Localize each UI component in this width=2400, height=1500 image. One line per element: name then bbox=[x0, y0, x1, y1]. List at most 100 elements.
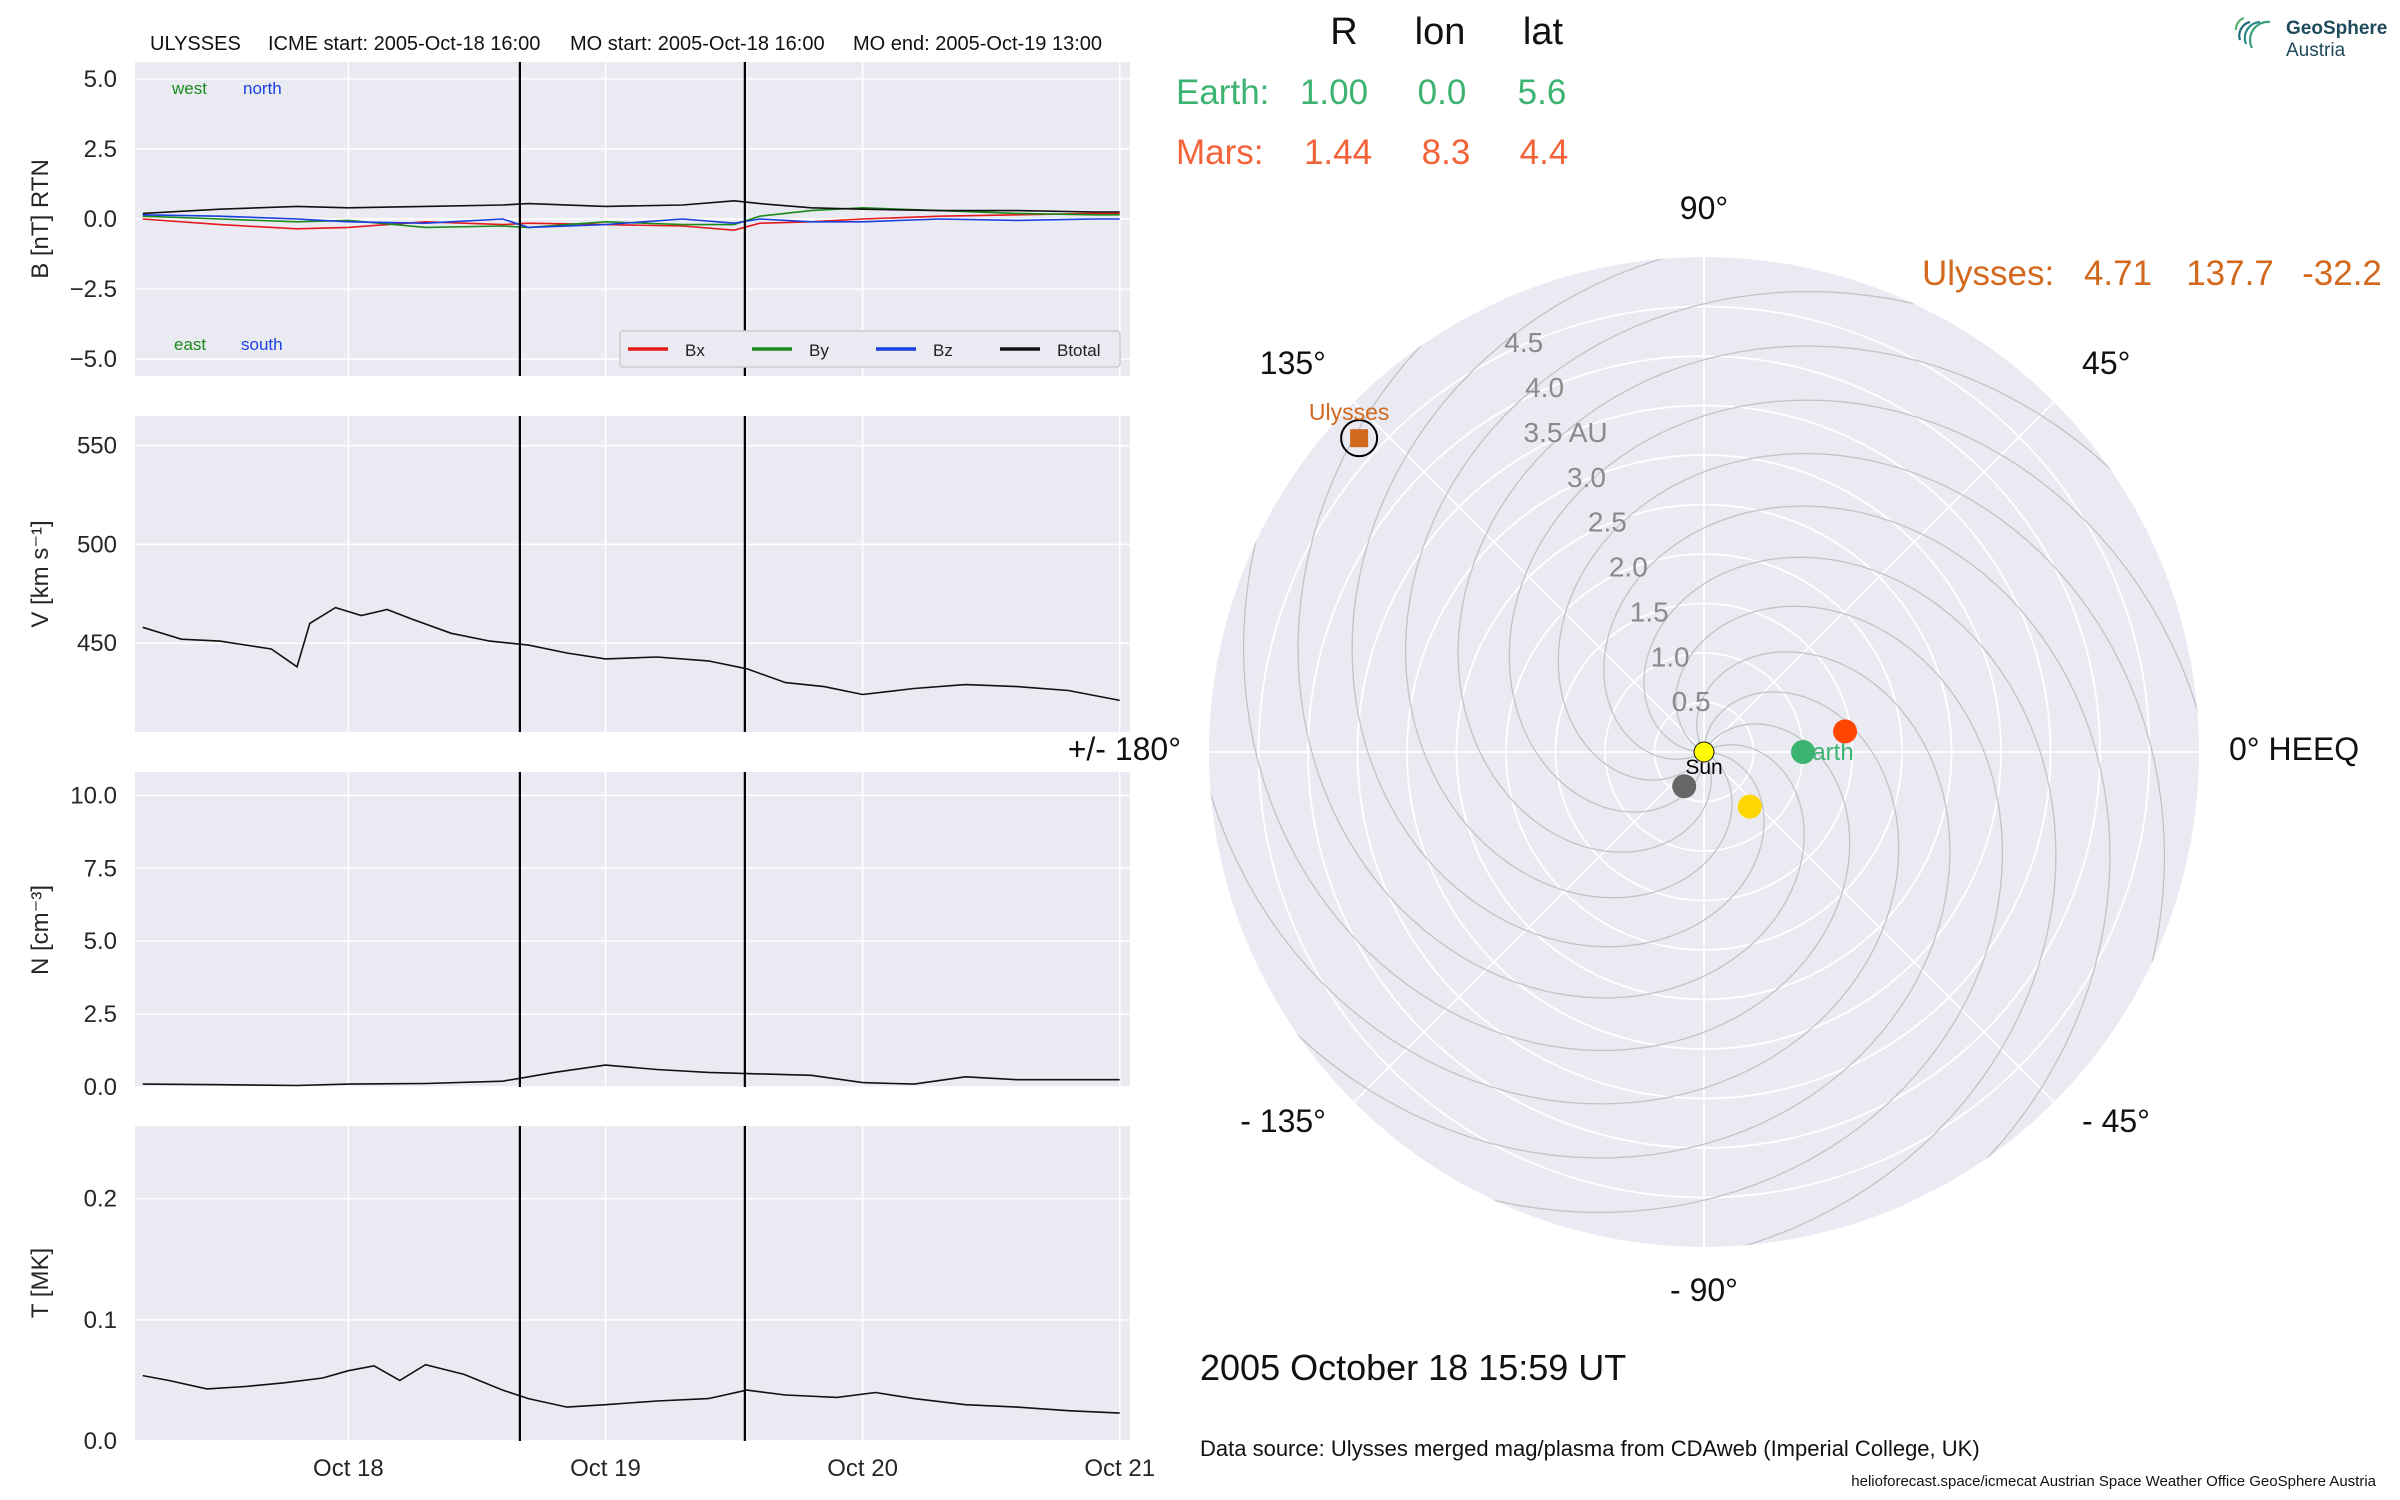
positions-table: R lon lat Earth: 1.00 0.0 5.6 Mars: 1.44… bbox=[1176, 11, 2382, 293]
polar-orbit-plot: 90° 45° 0° HEEQ - 45° - 90° - 135° +/- 180° 135… bbox=[1068, 190, 2359, 1308]
annotation-east: east bbox=[174, 335, 206, 354]
parker-spiral-line bbox=[1351, 257, 2146, 948]
mars-row-r: 1.44 bbox=[1304, 133, 1372, 172]
legend-bz-label: Bz bbox=[933, 341, 953, 360]
col-header-lon: lon bbox=[1415, 11, 1466, 53]
panel-t: 0.2 0.1 0.0 T [MK] bbox=[27, 1126, 1130, 1455]
y-tick-label: −2.5 bbox=[70, 276, 117, 303]
panel-b: 5.0 2.5 0.0 −2.5 −5.0 B [nT] RTN bbox=[27, 62, 1130, 376]
parker-spiral-line bbox=[1209, 605, 2004, 1214]
legend-btotal-label: Btotal bbox=[1057, 341, 1100, 360]
angle-label: 45° bbox=[2082, 345, 2130, 381]
b-field-legend: Bx By Bz Btotal bbox=[619, 330, 1121, 368]
parker-spiral-line bbox=[1557, 452, 2166, 1247]
mo-end-text: MO end: 2005-Oct-19 13:00 bbox=[853, 33, 1102, 55]
radial-label: 1.5 bbox=[1630, 596, 1669, 627]
ulysses-ring bbox=[1340, 419, 1379, 458]
earth-row-r: 1.00 bbox=[1300, 73, 1368, 112]
parker-spiral-line bbox=[1508, 399, 2199, 1194]
parker-spiral-line bbox=[1209, 310, 1900, 1105]
legend-bx-label: Bx bbox=[685, 341, 705, 360]
y-tick-label: 2.5 bbox=[84, 136, 117, 163]
credits: helioforecast.space/icmecat Austrian Spa… bbox=[1851, 1473, 2376, 1490]
mo-start-text: MO start: 2005-Oct-18 16:00 bbox=[570, 33, 825, 55]
x-tick-label: Oct 20 bbox=[827, 1455, 898, 1482]
mars-row-lat: 4.4 bbox=[1520, 133, 1569, 172]
y-tick-label: −5.0 bbox=[70, 346, 117, 373]
angle-label: - 135° bbox=[1240, 1103, 1326, 1139]
y-tick-label: 0.1 bbox=[84, 1307, 117, 1334]
timestamp: 2005 October 18 15:59 UT bbox=[1200, 1347, 1626, 1388]
x-tick-label: Oct 21 bbox=[1084, 1455, 1155, 1482]
angular-grid-line bbox=[1703, 401, 2055, 753]
y-tick-label: 500 bbox=[77, 531, 117, 558]
parker-spiral-line bbox=[1262, 556, 2057, 1247]
logo-swirl-icon bbox=[2234, 16, 2271, 49]
angle-label: - 90° bbox=[1670, 1272, 1738, 1308]
panel-background bbox=[135, 772, 1130, 1087]
y-tick-label: 0.0 bbox=[84, 1428, 117, 1455]
y-tick-label: 0.0 bbox=[84, 1074, 117, 1101]
radial-label: 2.5 bbox=[1588, 507, 1627, 538]
y-tick-label: 450 bbox=[77, 630, 117, 657]
legend-by-label: By bbox=[809, 341, 829, 360]
y-tick-label: 2.5 bbox=[84, 1001, 117, 1028]
ulysses-row-r: 4.71 bbox=[2084, 254, 2152, 293]
ulysses-row-lat: -32.2 bbox=[2302, 254, 2382, 293]
series-line bbox=[142, 1363, 1120, 1414]
x-tick-label: Oct 18 bbox=[313, 1455, 384, 1482]
venus-marker bbox=[1737, 794, 1762, 819]
x-tick-label: Oct 19 bbox=[570, 1455, 641, 1482]
radial-label: 3.0 bbox=[1567, 462, 1606, 493]
y-axis-label: N [cm⁻³] bbox=[27, 885, 54, 975]
annotation-west: west bbox=[171, 79, 207, 98]
earth-row-lat: 5.6 bbox=[1518, 73, 1567, 112]
series-line-bx bbox=[142, 212, 1120, 232]
series-line-btotal bbox=[142, 199, 1120, 215]
angular-grid-line bbox=[1703, 751, 2055, 1103]
mars-row-lon: 8.3 bbox=[1422, 133, 1471, 172]
earth-row-lon: 0.0 bbox=[1418, 73, 1467, 112]
angular-grid-line bbox=[1353, 751, 1705, 1103]
y-tick-label: 10.0 bbox=[70, 782, 117, 809]
panel-background bbox=[135, 1126, 1130, 1441]
spacecraft-name: ULYSSES bbox=[150, 33, 241, 55]
angular-grid-line bbox=[1353, 401, 1705, 753]
sun-marker bbox=[1693, 741, 1715, 763]
logo-line2: Austria bbox=[2286, 40, 2346, 61]
angle-label: 0° HEEQ bbox=[2229, 731, 2359, 767]
parker-spiral-line bbox=[1242, 257, 1851, 1052]
y-tick-label: 0.2 bbox=[84, 1186, 117, 1213]
mercury-marker bbox=[1672, 774, 1697, 799]
ulysses-label: Ulysses bbox=[1309, 399, 1390, 425]
radial-label: 0.5 bbox=[1672, 686, 1711, 717]
legend-box bbox=[619, 330, 1121, 368]
radial-label: 1.0 bbox=[1651, 641, 1690, 672]
ulysses-marker bbox=[1350, 429, 1369, 448]
angle-label: 90° bbox=[1680, 190, 1728, 226]
y-axis-label: B [nT] RTN bbox=[27, 159, 54, 279]
y-tick-label: 5.0 bbox=[84, 66, 117, 93]
mars-row-name: Mars: bbox=[1176, 133, 1264, 172]
sun-label: Sun bbox=[1685, 756, 1722, 779]
ulysses-row-name: Ulysses: bbox=[1922, 254, 2054, 293]
panel-n: 10.0 7.5 5.0 2.5 0.0 N [cm⁻³] bbox=[27, 772, 1130, 1101]
angle-label: 135° bbox=[1260, 345, 1326, 381]
series-line-bz bbox=[142, 214, 1120, 229]
y-axis-label: T [MK] bbox=[27, 1248, 54, 1318]
logo-line1: GeoSphere bbox=[2286, 18, 2387, 39]
radial-label: 4.0 bbox=[1525, 372, 1564, 403]
ulysses-row-lon: 137.7 bbox=[2186, 254, 2274, 293]
annotation-north: north bbox=[243, 79, 282, 98]
time-series-panels: 5.0 2.5 0.0 −2.5 −5.0 B [nT] RTN 550 500 450 V [k… bbox=[27, 62, 1155, 1482]
series-line bbox=[142, 1064, 1120, 1087]
col-header-r: R bbox=[1330, 11, 1357, 53]
y-tick-label: 550 bbox=[77, 433, 117, 460]
radial-label: 4.5 bbox=[1504, 327, 1543, 358]
y-tick-label: 7.5 bbox=[84, 855, 117, 882]
earth-marker bbox=[1791, 740, 1815, 764]
annotation-south: south bbox=[241, 335, 283, 354]
col-header-lat: lat bbox=[1523, 11, 1564, 53]
geosphere-logo: GeoSphere Austria bbox=[2234, 16, 2387, 61]
